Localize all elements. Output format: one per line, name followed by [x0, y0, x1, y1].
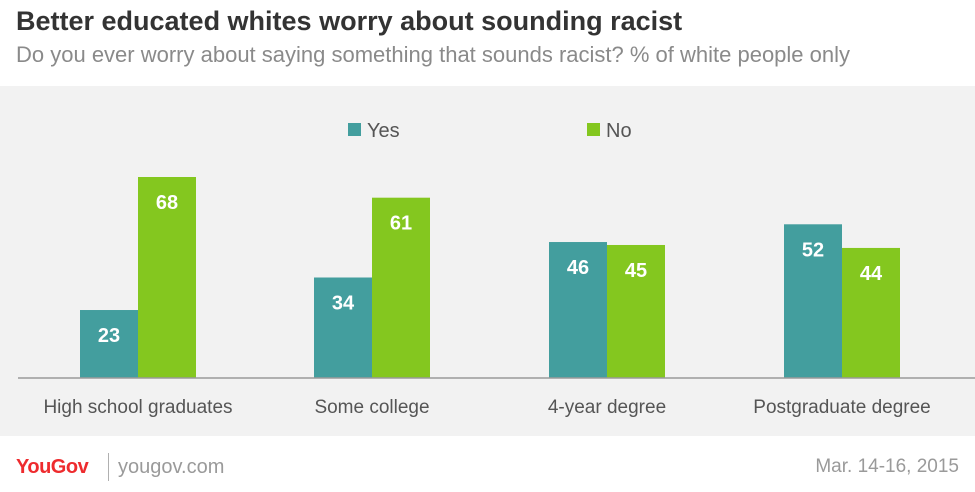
data-label-no-2: 61: [390, 213, 412, 235]
bar-no-4: [842, 247, 900, 378]
legend: Yes No: [348, 120, 632, 142]
legend-label-yes: Yes: [367, 120, 400, 142]
data-label-yes-3: 46: [567, 257, 589, 279]
footer-separator: [108, 453, 109, 481]
legend-swatch-no: [587, 123, 600, 136]
data-label-no-4: 44: [860, 263, 883, 285]
bars: 23 68 34 61 46 45 52 44: [80, 177, 900, 378]
x-tick-label-4: Postgraduate degree: [753, 397, 930, 418]
bar-no-1: [138, 177, 196, 378]
survey-date: Mar. 14-16, 2015: [815, 456, 959, 477]
x-tick-label-1: High school graduates: [43, 397, 232, 418]
bar-no-2: [372, 197, 430, 378]
yougov-logo[interactable]: YouGov: [16, 456, 89, 478]
x-tick-label-3: 4-year degree: [548, 397, 666, 418]
chart-footer: YouGov yougov.com Mar. 14-16, 2015: [0, 436, 975, 492]
chart-subtitle: Do you ever worry about saying something…: [16, 42, 851, 67]
data-label-yes-2: 34: [332, 293, 355, 315]
x-tick-label-2: Some college: [314, 397, 429, 418]
bar-yes-3: [549, 242, 607, 378]
data-label-yes-1: 23: [98, 325, 120, 347]
data-label-no-1: 68: [156, 192, 178, 214]
x-axis-labels: High school graduates Some college 4-year …: [43, 397, 930, 418]
legend-swatch-yes: [348, 123, 361, 136]
data-label-yes-4: 52: [802, 239, 824, 261]
site-link[interactable]: yougov.com: [118, 456, 225, 478]
bar-chart: Yes No 23 68 34 61 46 45 52 44 High school gradu…: [18, 120, 975, 418]
legend-label-no: No: [606, 120, 632, 142]
bar-yes-4: [784, 224, 842, 378]
chart-title: Better educated whites worry about sound…: [16, 6, 683, 36]
data-label-no-3: 45: [625, 260, 647, 282]
chart-header: Better educated whites worry about sound…: [0, 0, 975, 86]
bar-yes-1: [80, 310, 138, 378]
bar-no-3: [607, 244, 665, 378]
bar-yes-2: [314, 277, 372, 378]
